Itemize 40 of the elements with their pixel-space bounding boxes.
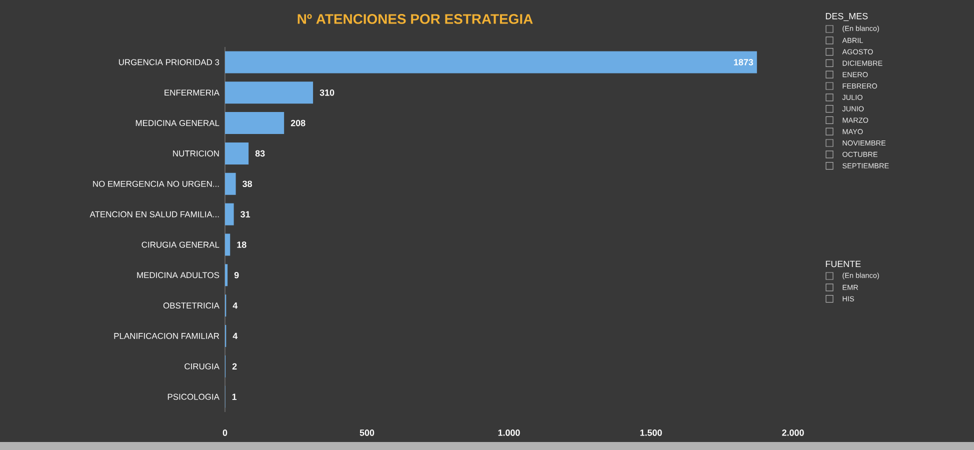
data-label: 4 (232, 302, 238, 309)
y-tick-label: MEDICINA ADULTOS (137, 272, 220, 278)
x-tick-label: 1.000 (498, 430, 520, 436)
y-tick-label: NO EMERGENCIA NO URGEN... (93, 180, 219, 187)
text: DES_MES (826, 12, 868, 22)
y-tick-label: CIRUGIA GENERAL (142, 242, 220, 248)
y-tick-label: PSICOLOGIA (168, 394, 220, 400)
data-label: 2 (232, 363, 237, 370)
bar (225, 142, 249, 164)
data-label: 31 (240, 211, 250, 218)
x-tick-label: 1.500 (640, 430, 662, 436)
text: FUENTE (826, 260, 861, 268)
data-label: 208 (290, 120, 306, 126)
bar (225, 172, 236, 195)
bar (225, 112, 284, 134)
data-label: 9 (234, 272, 239, 278)
chart-title: Nº ATENCIONES POR ESTRATEGIA (298, 14, 533, 24)
bar (225, 82, 314, 104)
y-tick-label: CIRUGIA (184, 363, 220, 370)
y-tick-label: NUTRICION (173, 150, 219, 156)
bar (225, 264, 228, 286)
data-label: 4 (232, 332, 238, 340)
data-label: 38 (242, 180, 252, 188)
x-tick-label: 2.000 (782, 430, 804, 436)
bar (225, 203, 234, 226)
data-label: 1 (232, 394, 237, 400)
x-tick-label: 0 (222, 430, 228, 436)
y-tick-label: ATENCION EN SALUD FAMILIA... (90, 211, 219, 218)
data-label: 83 (255, 150, 265, 157)
y-tick-label: MEDICINA GENERAL (136, 120, 220, 126)
x-tick-label: 500 (360, 430, 374, 436)
y-tick-label: OBSTETRICIA (163, 302, 220, 309)
y-tick-label: URGENCIA PRIORIDAD 3 (118, 59, 220, 66)
data-label: 1873 (734, 59, 754, 66)
data-label: 18 (237, 242, 246, 248)
data-label: 310 (320, 89, 334, 96)
bar (225, 234, 230, 256)
y-tick-label: ENFERMERIA (164, 90, 220, 96)
bar (225, 51, 757, 74)
y-tick-label: PLANIFICACION FAMILIAR (114, 332, 220, 339)
